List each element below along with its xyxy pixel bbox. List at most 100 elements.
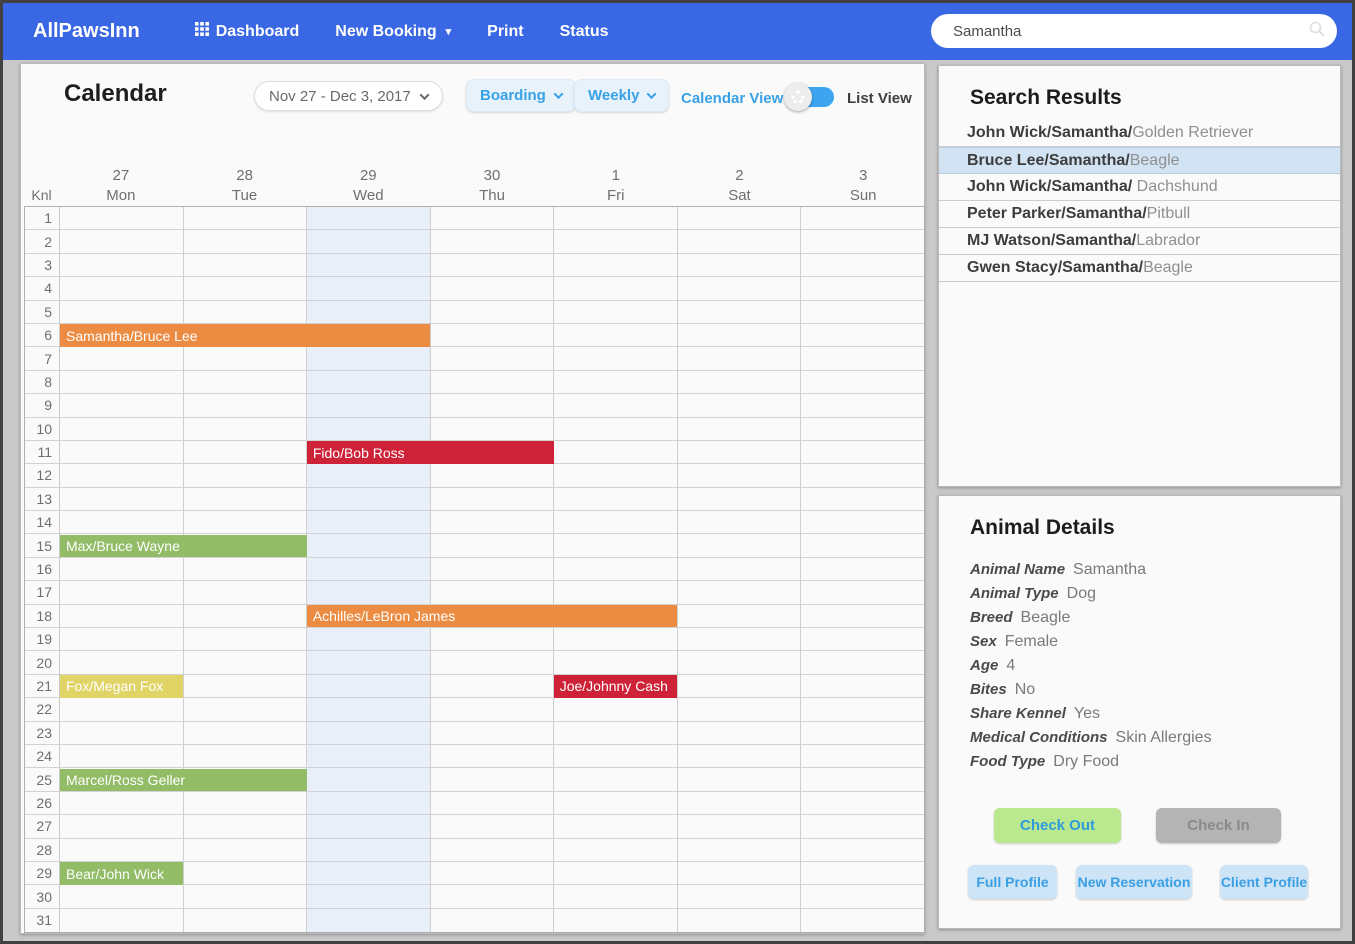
calendar-cell[interactable] bbox=[554, 394, 678, 418]
booking-bar[interactable]: Marcel/Ross Geller bbox=[60, 768, 307, 792]
calendar-cell[interactable] bbox=[60, 417, 184, 441]
calendar-cell[interactable] bbox=[554, 347, 678, 371]
calendar-cell[interactable] bbox=[677, 347, 802, 371]
calendar-cell[interactable] bbox=[677, 417, 802, 441]
calendar-cell[interactable] bbox=[183, 417, 308, 441]
booking-bar[interactable]: Achilles/LeBron James bbox=[306, 605, 678, 628]
calendar-cell[interactable] bbox=[60, 744, 184, 769]
calendar-cell[interactable] bbox=[430, 628, 555, 652]
calendar-cell[interactable] bbox=[677, 838, 802, 862]
calendar-cell[interactable] bbox=[554, 861, 678, 886]
calendar-cell[interactable] bbox=[430, 791, 555, 816]
calendar-cell[interactable] bbox=[554, 277, 678, 301]
calendar-cell[interactable] bbox=[801, 744, 925, 769]
calendar-cell[interactable] bbox=[307, 768, 431, 792]
calendar-cell[interactable] bbox=[801, 440, 925, 465]
calendar-cell[interactable] bbox=[183, 651, 308, 675]
view-toggle[interactable] bbox=[784, 83, 834, 111]
calendar-cell[interactable] bbox=[307, 487, 431, 512]
calendar-cell[interactable] bbox=[801, 394, 925, 418]
calendar-cell[interactable] bbox=[60, 253, 184, 278]
calendar-cell[interactable] bbox=[801, 815, 925, 839]
calendar-cell[interactable] bbox=[307, 394, 431, 418]
calendar-cell[interactable] bbox=[183, 815, 308, 839]
calendar-cell[interactable] bbox=[554, 721, 678, 745]
calendar-cell[interactable] bbox=[554, 464, 678, 488]
calendar-cell[interactable] bbox=[307, 464, 431, 488]
calendar-cell[interactable] bbox=[183, 744, 308, 769]
calendar-cell[interactable] bbox=[60, 394, 184, 418]
search-result-item[interactable]: Gwen Stacy/Samantha/Beagle bbox=[939, 255, 1340, 282]
calendar-cell[interactable] bbox=[801, 300, 925, 324]
calendar-cell[interactable] bbox=[554, 534, 678, 558]
calendar-cell[interactable] bbox=[183, 604, 308, 629]
calendar-cell[interactable] bbox=[60, 604, 184, 629]
calendar-cell[interactable] bbox=[307, 417, 431, 441]
calendar-cell[interactable] bbox=[183, 791, 308, 816]
calendar-cell[interactable] bbox=[801, 861, 925, 886]
calendar-cell[interactable] bbox=[677, 487, 802, 512]
calendar-cell[interactable] bbox=[801, 323, 925, 348]
calendar-cell[interactable] bbox=[60, 230, 184, 254]
calendar-cell[interactable] bbox=[801, 674, 925, 699]
calendar-cell[interactable] bbox=[677, 651, 802, 675]
calendar-cell[interactable] bbox=[60, 464, 184, 488]
calendar-cell[interactable] bbox=[554, 417, 678, 441]
calendar-cell[interactable] bbox=[554, 885, 678, 909]
calendar-cell[interactable] bbox=[554, 815, 678, 839]
calendar-cell[interactable] bbox=[60, 698, 184, 722]
nav-item-dashboard[interactable]: Dashboard bbox=[194, 22, 299, 41]
calendar-cell[interactable] bbox=[183, 487, 308, 512]
calendar-cell[interactable] bbox=[60, 557, 184, 582]
calendar-cell[interactable] bbox=[554, 651, 678, 675]
calendar-cell[interactable] bbox=[554, 698, 678, 722]
calendar-cell[interactable] bbox=[554, 440, 678, 465]
calendar-cell[interactable] bbox=[307, 651, 431, 675]
calendar-cell[interactable] bbox=[183, 394, 308, 418]
calendar-cell[interactable] bbox=[430, 370, 555, 395]
calendar-cell[interactable] bbox=[554, 487, 678, 512]
calendar-cell[interactable] bbox=[554, 768, 678, 792]
calendar-cell[interactable] bbox=[430, 230, 555, 254]
calendar-cell[interactable] bbox=[677, 674, 802, 699]
calendar-cell[interactable] bbox=[554, 300, 678, 324]
calendar-cell[interactable] bbox=[430, 861, 555, 886]
calendar-cell[interactable] bbox=[307, 230, 431, 254]
calendar-cell[interactable] bbox=[307, 628, 431, 652]
calendar-cell[interactable] bbox=[307, 581, 431, 605]
calendar-cell[interactable] bbox=[183, 464, 308, 488]
calendar-cell[interactable] bbox=[60, 207, 184, 231]
calendar-cell[interactable] bbox=[430, 674, 555, 699]
calendar-cell[interactable] bbox=[183, 861, 308, 886]
calendar-cell[interactable] bbox=[183, 838, 308, 862]
calendar-cell[interactable] bbox=[801, 768, 925, 792]
calendar-cell[interactable] bbox=[554, 908, 678, 933]
calendar-cell[interactable] bbox=[60, 628, 184, 652]
calendar-cell[interactable] bbox=[430, 698, 555, 722]
calendar-cell[interactable] bbox=[307, 277, 431, 301]
calendar-cell[interactable] bbox=[677, 440, 802, 465]
calendar-cell[interactable] bbox=[677, 464, 802, 488]
calendar-cell[interactable] bbox=[307, 744, 431, 769]
calendar-cell[interactable] bbox=[430, 557, 555, 582]
calendar-cell[interactable] bbox=[554, 230, 678, 254]
calendar-cell[interactable] bbox=[60, 370, 184, 395]
calendar-cell[interactable] bbox=[554, 253, 678, 278]
nav-item-new-booking[interactable]: New Booking ▾ bbox=[335, 23, 451, 41]
calendar-cell[interactable] bbox=[60, 440, 184, 465]
calendar-cell[interactable] bbox=[430, 207, 555, 231]
calendar-cell[interactable] bbox=[801, 604, 925, 629]
calendar-cell[interactable] bbox=[801, 277, 925, 301]
search-result-item[interactable]: MJ Watson/Samantha/Labrador bbox=[939, 228, 1340, 255]
calendar-cell[interactable] bbox=[307, 885, 431, 909]
calendar-cell[interactable] bbox=[430, 487, 555, 512]
calendar-cell[interactable] bbox=[430, 721, 555, 745]
calendar-cell[interactable] bbox=[60, 721, 184, 745]
calendar-cell[interactable] bbox=[183, 581, 308, 605]
calendar-cell[interactable] bbox=[183, 253, 308, 278]
full-profile-button[interactable]: Full Profile bbox=[968, 865, 1057, 899]
calendar-cell[interactable] bbox=[183, 908, 308, 933]
calendar-cell[interactable] bbox=[801, 253, 925, 278]
calendar-cell[interactable] bbox=[307, 815, 431, 839]
calendar-cell[interactable] bbox=[801, 347, 925, 371]
